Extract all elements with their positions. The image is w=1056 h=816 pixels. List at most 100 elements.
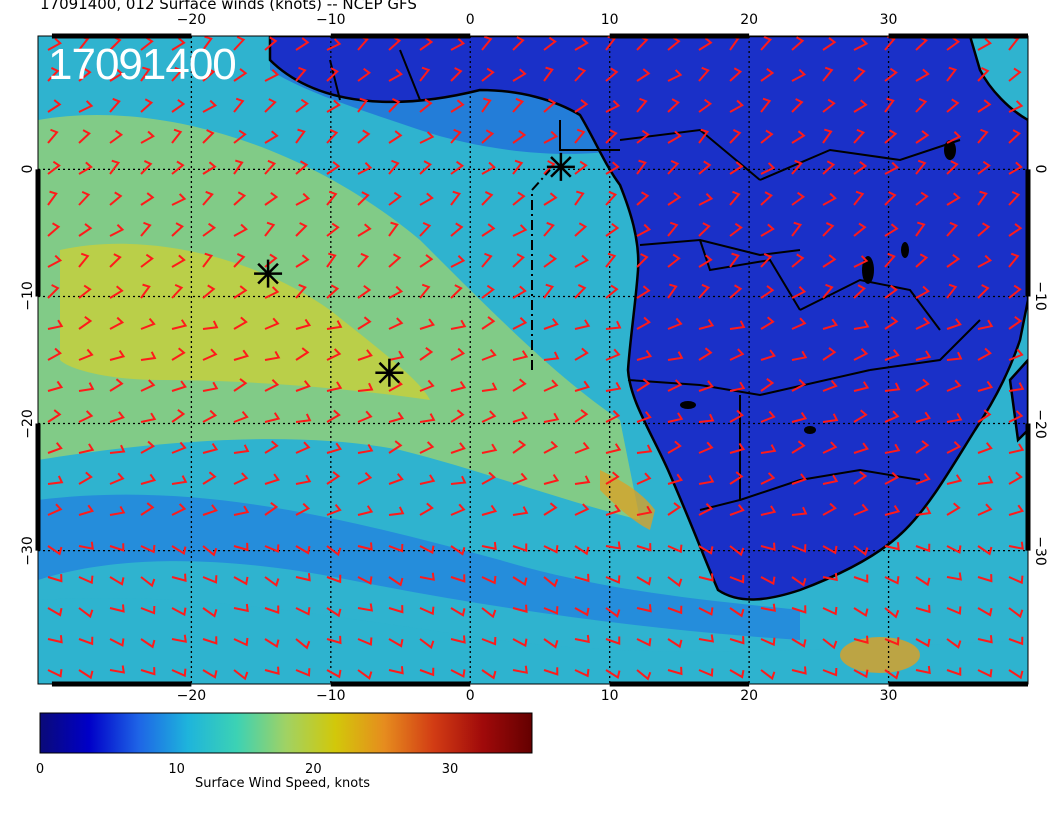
wind-barb — [326, 67, 339, 82]
wind-barb — [543, 351, 560, 361]
wind-barb — [977, 409, 992, 423]
wind-barb — [977, 190, 988, 206]
wind-barb — [512, 638, 528, 648]
wind-barb — [140, 667, 156, 676]
wind-barb — [78, 410, 94, 423]
wind-barb — [109, 224, 125, 237]
wind-barb — [388, 159, 400, 175]
wind-barb — [450, 222, 464, 237]
wind-barb — [47, 442, 63, 454]
wind-barb — [78, 382, 95, 392]
wind-barb — [357, 505, 374, 516]
wind-barb — [946, 131, 962, 144]
wind-barb — [109, 638, 125, 647]
wind-barb — [481, 382, 498, 392]
wind-barb — [853, 319, 870, 330]
wind-barb — [47, 190, 58, 206]
wind-barb — [47, 347, 62, 361]
wind-barb — [78, 575, 94, 585]
wind-barb — [698, 474, 715, 485]
wind-barb — [388, 253, 402, 268]
wind-barb — [1008, 504, 1025, 516]
wind-barb — [419, 37, 434, 51]
wind-barb — [78, 161, 93, 175]
wind-barb — [1008, 129, 1021, 144]
wind-barb — [326, 190, 338, 206]
wind-barb — [667, 605, 683, 615]
wind-barb — [171, 607, 187, 617]
wind-barb — [729, 284, 743, 299]
wind-barb — [946, 254, 961, 268]
wind-barb — [853, 574, 869, 583]
wind-barb — [543, 638, 559, 649]
wind-barb — [853, 545, 869, 556]
wind-barb — [109, 378, 124, 392]
wind-barb — [574, 607, 590, 617]
wind-barb — [791, 286, 807, 299]
wind-barb — [791, 36, 805, 51]
wind-barb — [109, 576, 125, 586]
wind-barb — [853, 255, 869, 268]
wind-barb — [202, 284, 216, 299]
wind-barb — [202, 409, 218, 423]
wind-barb — [884, 443, 901, 454]
wind-barb — [264, 69, 280, 82]
wind-barb — [791, 191, 806, 206]
wind-barb — [605, 320, 622, 330]
wind-barb — [667, 576, 683, 588]
wind-barb — [605, 223, 620, 237]
wind-barb — [884, 471, 900, 485]
wind-barb — [47, 635, 63, 644]
wind-barb — [295, 638, 311, 650]
wind-barb — [915, 253, 929, 268]
wind-barb — [760, 316, 775, 330]
bottom-lon-tick: 10 — [600, 688, 619, 704]
wind-barb — [543, 502, 558, 516]
wind-barb — [109, 129, 124, 144]
wind-barb — [140, 221, 152, 237]
wind-barb — [698, 380, 714, 392]
wind-barb — [450, 160, 465, 175]
wind-barb — [543, 318, 559, 330]
map-frame — [37, 35, 1029, 685]
wind-barb — [140, 283, 151, 299]
top-lon-tick: −20 — [176, 12, 207, 28]
wind-barb — [574, 319, 591, 330]
wind-barb — [791, 68, 807, 82]
wind-barb — [450, 319, 467, 330]
wind-barb — [512, 350, 529, 361]
wind-barb — [946, 667, 962, 676]
wind-barb — [884, 576, 900, 585]
wind-barb — [946, 412, 963, 423]
wind-barb — [977, 319, 994, 330]
wind-barb — [481, 607, 497, 619]
wind-barb — [667, 412, 684, 423]
wind-barb — [78, 669, 94, 680]
wind-barb — [512, 191, 526, 206]
wind-barb — [419, 283, 431, 299]
right-lat-tick: −10 — [1032, 281, 1048, 312]
wind-barb — [543, 253, 558, 268]
wind-barb — [512, 665, 528, 674]
wind-barb — [202, 320, 219, 330]
wind-barb — [667, 221, 679, 237]
wind-barb — [977, 669, 993, 678]
wind-barb — [884, 349, 900, 361]
wind-barb — [791, 350, 808, 361]
wind-barb — [419, 98, 433, 113]
africa-landmass — [268, 36, 1028, 601]
wind-barb — [915, 506, 932, 516]
wind-barb — [636, 253, 649, 268]
wind-barb — [1008, 410, 1024, 423]
wind-barb — [791, 412, 808, 423]
wind-barb — [760, 252, 773, 268]
wind-barb — [698, 545, 714, 555]
wind-barb — [481, 316, 496, 330]
wind-barb — [729, 574, 745, 584]
wind-barb — [109, 543, 125, 552]
wind-barb — [171, 573, 187, 582]
wind-barb — [388, 285, 404, 299]
wind-barb — [109, 285, 124, 299]
wind-barb — [791, 440, 806, 454]
wind-barb — [233, 576, 249, 586]
